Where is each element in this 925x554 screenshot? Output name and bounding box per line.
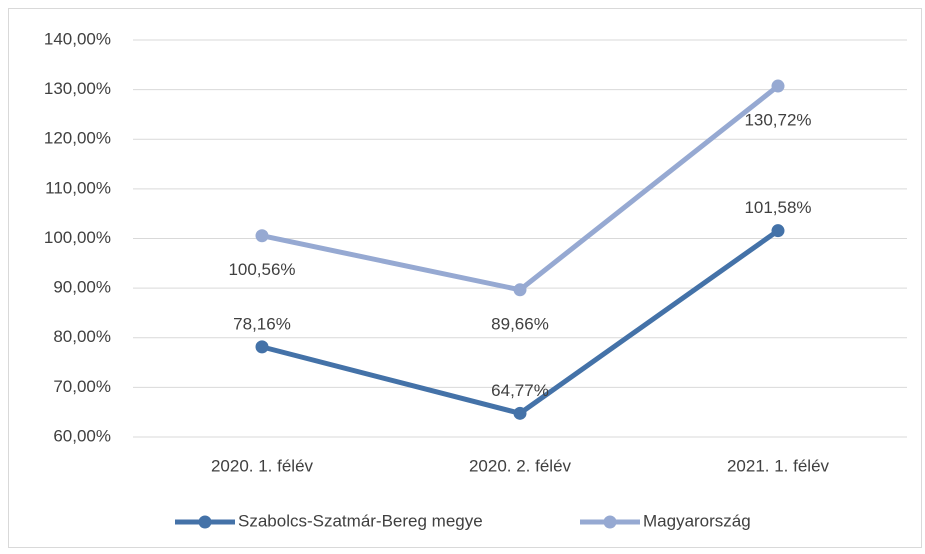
y-tick-label: 60,00% xyxy=(53,426,111,445)
point xyxy=(255,340,269,354)
point xyxy=(513,283,527,297)
legend-marker xyxy=(198,515,212,529)
y-tick-label: 100,00% xyxy=(44,228,111,247)
legend-label: Magyarország xyxy=(643,511,751,530)
data-label: 78,16% xyxy=(233,314,291,333)
data-label: 64,77% xyxy=(491,381,549,400)
point xyxy=(513,406,527,420)
y-tick-label: 110,00% xyxy=(45,178,111,197)
point xyxy=(771,79,785,93)
y-tick-label: 140,00% xyxy=(44,29,111,48)
data-label: 130,72% xyxy=(744,111,811,130)
legend-label: Szabolcs-Szatmár-Bereg megye xyxy=(238,511,483,530)
point xyxy=(771,224,785,238)
data-label: 100,56% xyxy=(228,260,295,279)
x-tick-label: 2021. 1. félév xyxy=(727,456,830,475)
data-label: 101,58% xyxy=(744,198,811,217)
y-tick-label: 120,00% xyxy=(44,129,111,148)
x-tick-label: 2020. 1. félév xyxy=(211,456,314,475)
y-tick-label: 80,00% xyxy=(53,327,111,346)
y-tick-label: 130,00% xyxy=(44,79,111,98)
legend-marker xyxy=(603,515,617,529)
data-label: 89,66% xyxy=(491,314,549,333)
point xyxy=(255,229,269,243)
y-tick-label: 90,00% xyxy=(53,278,111,297)
x-tick-label: 2020. 2. félév xyxy=(469,456,572,475)
y-tick-label: 70,00% xyxy=(53,377,111,396)
